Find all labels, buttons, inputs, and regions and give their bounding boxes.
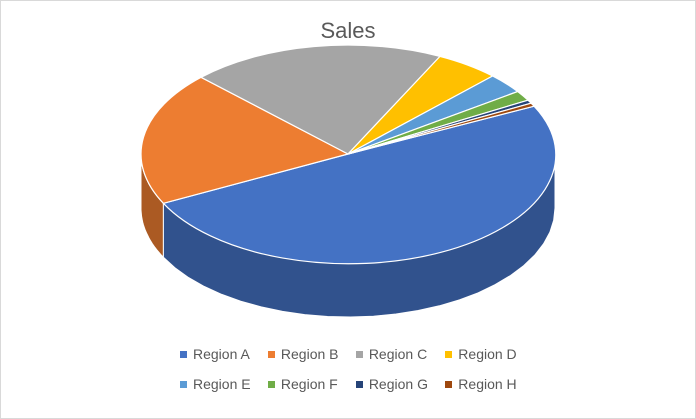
pie-slice-region-h (347, 102, 536, 155)
legend-swatch (180, 350, 187, 358)
legend-swatch (180, 380, 187, 388)
legend-label: Region D (458, 346, 517, 362)
legend-swatch (355, 380, 363, 388)
legend-swatch (267, 380, 275, 388)
legend-item-region-e: Region E (180, 376, 254, 392)
legend-item-region-f: Region F (267, 376, 342, 392)
pie-slice-region-b (140, 76, 350, 204)
legend-label: Region E (193, 376, 251, 392)
legend-item-region-a: Region A (180, 346, 254, 362)
legend-label: Region A (193, 346, 250, 362)
legend-label: Region H (458, 376, 517, 392)
legend-swatch (445, 380, 453, 388)
legend-item-region-b: Region B (267, 346, 342, 362)
legend-label: Region B (280, 346, 339, 362)
chart-title: Sales (320, 18, 376, 43)
legend-item-region-g: Region G (355, 376, 431, 392)
pie-slice-region-a (162, 105, 557, 265)
chart-legend: Region A Region B Region C Region D Region E… (180, 346, 520, 392)
legend-swatch (267, 350, 275, 358)
pie-slice-region-c (199, 44, 442, 155)
legend-label: Region G (368, 376, 428, 392)
legend-swatch (355, 350, 363, 358)
legend-swatch (445, 350, 453, 358)
legend-item-region-d: Region D (445, 346, 520, 362)
legend-label: Region C (368, 346, 428, 362)
legend-label: Region F (280, 376, 338, 392)
legend-item-region-c: Region C (355, 346, 431, 362)
legend-item-region-h: Region H (445, 376, 520, 392)
